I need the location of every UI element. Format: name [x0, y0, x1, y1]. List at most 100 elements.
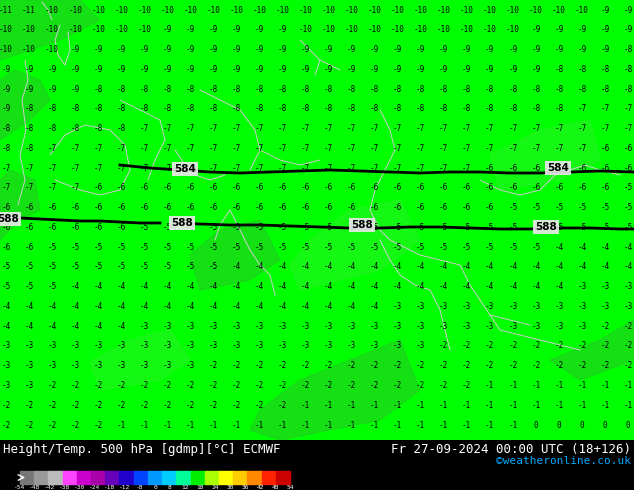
Text: -7: -7: [209, 144, 218, 153]
Text: -2: -2: [554, 342, 564, 350]
Text: -7: -7: [209, 164, 218, 172]
Text: -9: -9: [600, 45, 609, 54]
Text: -6: -6: [324, 203, 333, 212]
Polygon shape: [0, 170, 40, 240]
Text: -5: -5: [139, 243, 149, 252]
Text: -7: -7: [278, 144, 287, 153]
Text: -3: -3: [94, 361, 103, 370]
Text: -6: -6: [25, 243, 34, 252]
Text: -5: -5: [94, 263, 103, 271]
Text: -10: -10: [22, 25, 36, 34]
Text: -3: -3: [301, 342, 310, 350]
Text: -5: -5: [554, 223, 564, 232]
Text: -4: -4: [139, 282, 149, 291]
Text: -54: -54: [15, 485, 25, 490]
Text: -4: -4: [1, 302, 11, 311]
Text: -10: -10: [321, 25, 335, 34]
Text: -4: -4: [600, 263, 609, 271]
Text: -8: -8: [25, 144, 34, 153]
Text: -4: -4: [531, 263, 540, 271]
Text: -3: -3: [554, 322, 564, 331]
Text: -7: -7: [578, 144, 586, 153]
Text: -1: -1: [117, 420, 126, 430]
Text: -1: -1: [255, 420, 264, 430]
Text: -2: -2: [48, 420, 56, 430]
Text: -6: -6: [485, 203, 495, 212]
Text: -3: -3: [232, 322, 241, 331]
Text: -9: -9: [485, 65, 495, 74]
Text: -2: -2: [531, 342, 540, 350]
Text: -4: -4: [163, 302, 172, 311]
Text: -5: -5: [531, 203, 540, 212]
Text: -4: -4: [139, 302, 149, 311]
Text: -8: -8: [186, 85, 195, 94]
Text: -6: -6: [324, 183, 333, 193]
Text: -5: -5: [554, 203, 564, 212]
Text: -9: -9: [139, 65, 149, 74]
Text: -8: -8: [370, 104, 379, 113]
Text: -10: -10: [138, 25, 151, 34]
Text: -9: -9: [554, 45, 564, 54]
Text: -7: -7: [25, 164, 34, 172]
Text: -4: -4: [531, 282, 540, 291]
Text: -4: -4: [278, 263, 287, 271]
Text: -9: -9: [416, 45, 425, 54]
Text: -7: -7: [255, 124, 264, 133]
Text: -9: -9: [347, 45, 356, 54]
Text: -1: -1: [393, 420, 402, 430]
Text: -4: -4: [370, 263, 379, 271]
Text: -5: -5: [347, 243, 356, 252]
Text: -1: -1: [462, 420, 471, 430]
Text: -4: -4: [370, 282, 379, 291]
Text: -9: -9: [186, 65, 195, 74]
Text: -6: -6: [209, 183, 218, 193]
Text: -3: -3: [255, 342, 264, 350]
Text: -6: -6: [1, 243, 11, 252]
Text: 24: 24: [211, 485, 219, 490]
Text: -1: -1: [439, 420, 448, 430]
Text: -5: -5: [531, 243, 540, 252]
Text: -6: -6: [117, 203, 126, 212]
Bar: [77, 471, 91, 484]
Text: -7: -7: [600, 124, 609, 133]
Text: -8: -8: [578, 85, 586, 94]
Text: -1: -1: [508, 381, 517, 390]
Text: -9: -9: [48, 85, 56, 94]
Text: -4: -4: [623, 263, 633, 271]
Text: -1: -1: [416, 420, 425, 430]
Text: -1: -1: [370, 401, 379, 410]
Text: -8: -8: [439, 85, 448, 94]
Text: -8: -8: [393, 85, 402, 94]
Text: -8: -8: [347, 104, 356, 113]
Text: -7: -7: [508, 144, 517, 153]
Text: -3: -3: [186, 342, 195, 350]
Text: -6: -6: [25, 203, 34, 212]
Text: -9: -9: [578, 25, 586, 34]
Text: -2: -2: [600, 361, 609, 370]
Text: -10: -10: [299, 5, 313, 15]
Text: Fr 27-09-2024 00:00 UTC (18+126): Fr 27-09-2024 00:00 UTC (18+126): [391, 443, 631, 456]
Text: -10: -10: [68, 5, 82, 15]
Text: -2: -2: [554, 361, 564, 370]
Text: -8: -8: [301, 85, 310, 94]
Text: -10: -10: [68, 25, 82, 34]
Text: -9: -9: [554, 25, 564, 34]
Text: -4: -4: [94, 302, 103, 311]
Text: -2: -2: [301, 361, 310, 370]
Text: -4: -4: [186, 282, 195, 291]
Text: -9: -9: [117, 45, 126, 54]
Text: -9: -9: [25, 65, 34, 74]
Text: -5: -5: [301, 223, 310, 232]
Text: -2: -2: [301, 381, 310, 390]
Text: -7: -7: [139, 124, 149, 133]
Text: -4: -4: [600, 243, 609, 252]
Text: -8: -8: [1, 124, 11, 133]
Text: -2: -2: [278, 401, 287, 410]
Text: -38: -38: [60, 485, 70, 490]
Text: -42: -42: [44, 485, 56, 490]
Text: -6: -6: [139, 183, 149, 193]
Text: -4: -4: [324, 263, 333, 271]
Text: -3: -3: [531, 302, 540, 311]
Text: -3: -3: [1, 342, 11, 350]
Text: -6: -6: [508, 183, 517, 193]
